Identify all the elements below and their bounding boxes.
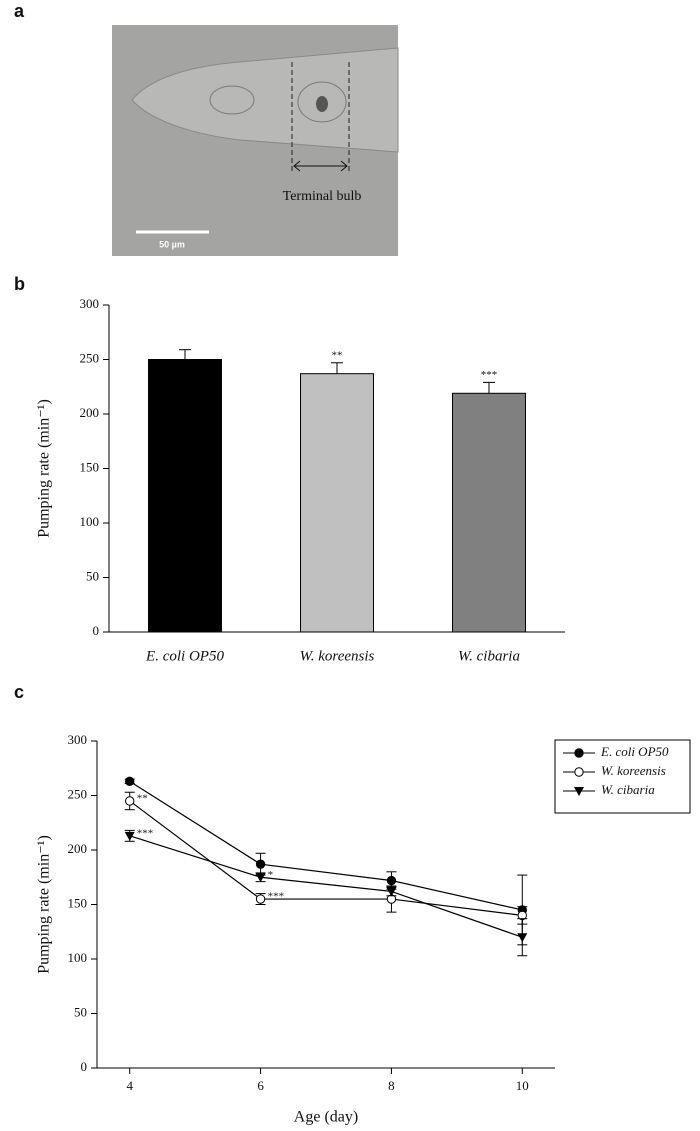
y-tick-label: 200: [68, 841, 88, 856]
data-point: [255, 894, 266, 904]
data-point: [386, 887, 397, 897]
y-axis-label: Pumping rate (min⁻¹): [36, 835, 53, 974]
y-tick-label: 50: [74, 1004, 87, 1019]
bar: [452, 392, 526, 633]
significance: **: [332, 349, 343, 361]
x-tick-label: W. koreensis: [300, 648, 375, 664]
grinder: [316, 96, 328, 112]
panel-label: b: [14, 274, 25, 294]
significance: ***: [481, 369, 498, 381]
legend-marker: [574, 767, 584, 777]
anterior-bulb: [209, 85, 255, 115]
y-tick-label: 0: [81, 1059, 88, 1074]
y-axis-label: Pumping rate (min⁻¹): [36, 399, 53, 538]
micrograph: Terminal bulb 50 µm: [112, 25, 399, 256]
panel-label: c: [14, 682, 24, 702]
bar: [148, 359, 222, 633]
scale-bar-label: 50 µm: [159, 239, 185, 249]
y-tick-label: 150: [80, 459, 100, 474]
terminal-bulb: [297, 81, 347, 123]
x-tick-label: E. coli OP50: [145, 648, 224, 664]
y-tick-label: 250: [80, 350, 100, 365]
series-line: [129, 780, 523, 911]
significance: ***: [137, 827, 154, 839]
legend-label: W. koreensis: [601, 763, 666, 778]
data-point: [517, 933, 528, 943]
data-point: [125, 796, 135, 806]
worm-head: [131, 47, 399, 153]
y-tick-label: 150: [68, 895, 88, 910]
y-tick-label: 100: [80, 514, 100, 529]
x-tick-label: 8: [388, 1078, 395, 1093]
y-tick-label: 300: [68, 732, 88, 747]
panel-label: a: [14, 1, 25, 21]
double-arrow: [293, 160, 348, 172]
data-point: [255, 859, 266, 869]
legend-label: E. coli OP50: [600, 744, 669, 759]
legend-label: W. cibaria: [601, 782, 655, 797]
legend-marker: [574, 787, 584, 796]
series-line: [129, 800, 523, 916]
significance: ***: [268, 891, 285, 903]
y-tick-label: 100: [68, 950, 88, 965]
data-point: [124, 831, 135, 841]
x-tick-label: 6: [257, 1078, 264, 1093]
data-point: [386, 875, 397, 886]
y-tick-label: 300: [80, 296, 100, 311]
significance: *: [268, 869, 274, 881]
data-point: [255, 873, 266, 883]
y-tick-label: 200: [80, 405, 100, 420]
bar: [300, 373, 374, 633]
y-tick-label: 50: [86, 568, 99, 583]
annotation: Terminal bulb: [283, 189, 362, 204]
x-tick-label: 4: [126, 1078, 133, 1093]
y-tick-label: 250: [68, 786, 88, 801]
x-axis-label: Age (day): [294, 1109, 358, 1126]
y-tick-label: 0: [93, 623, 100, 638]
legend-marker: [574, 748, 584, 758]
data-point: [125, 776, 135, 787]
x-tick-label: 10: [516, 1078, 529, 1093]
significance: **: [137, 792, 148, 804]
x-tick-label: W. cibaria: [458, 648, 520, 664]
series-line: [129, 835, 523, 938]
